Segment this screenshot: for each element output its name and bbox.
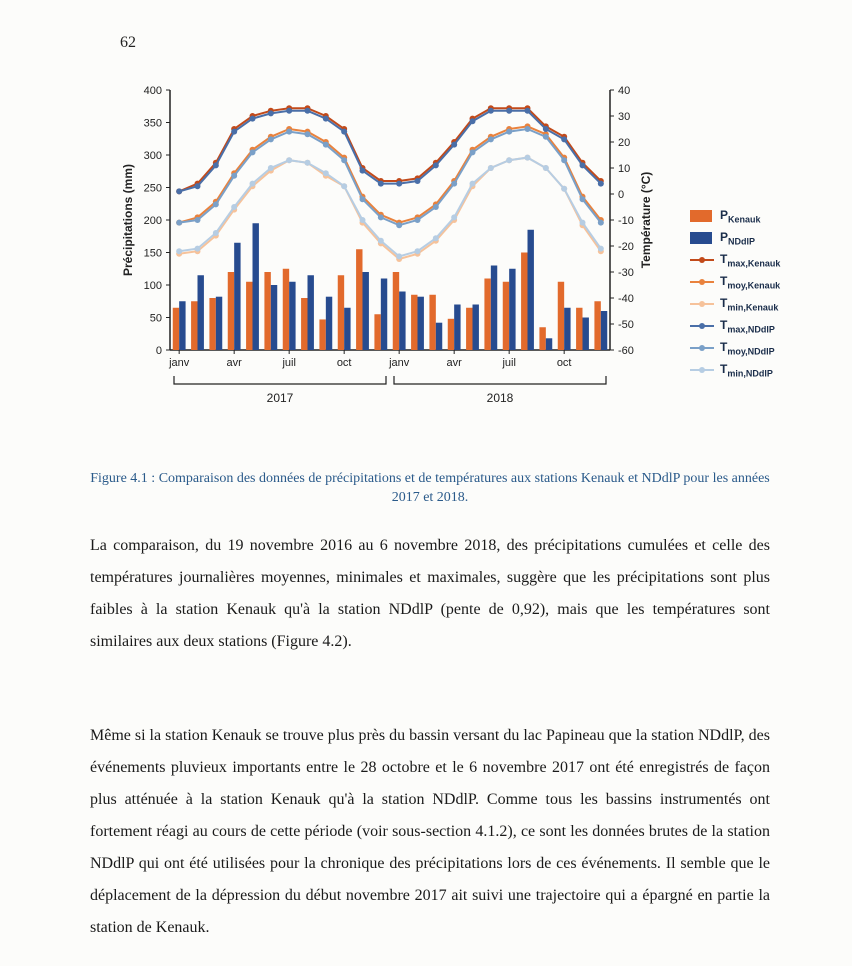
legend-item: Tmax,NDdlP <box>690 315 840 337</box>
chart-legend: PKenauk PNDdlP Tmax,Kenauk Tmoy,Kenauk Tmin,… <box>690 205 840 381</box>
legend-item: Tmax,Kenauk <box>690 249 840 271</box>
legend-label: Tmoy,NDdlP <box>720 340 775 356</box>
svg-text:0: 0 <box>618 189 624 201</box>
svg-text:-60: -60 <box>618 345 634 357</box>
legend-item: Tmoy,Kenauk <box>690 271 840 293</box>
figure-4-1: 050100150200250300350400-60-50-40-30-20-… <box>120 80 750 460</box>
legend-item: Tmin,Kenauk <box>690 293 840 315</box>
svg-text:-30: -30 <box>618 267 634 279</box>
svg-text:Température (°C): Température (°C) <box>639 172 653 269</box>
svg-text:2017: 2017 <box>267 391 294 405</box>
svg-text:400: 400 <box>144 85 162 97</box>
svg-text:janv: janv <box>168 357 190 369</box>
svg-text:0: 0 <box>156 345 162 357</box>
svg-text:oct: oct <box>337 357 352 369</box>
legend-label: Tmax,NDdlP <box>720 318 775 334</box>
figure-caption: Figure 4.1 : Comparaison des données de … <box>90 470 770 508</box>
svg-text:-50: -50 <box>618 319 634 331</box>
legend-item: PKenauk <box>690 205 840 227</box>
legend-item: Tmin,NDdlP <box>690 359 840 381</box>
svg-text:300: 300 <box>144 150 162 162</box>
legend-line-icon <box>690 259 714 261</box>
body-paragraph-1: La comparaison, du 19 novembre 2016 au 6… <box>90 530 770 658</box>
svg-text:juil: juil <box>281 357 295 369</box>
legend-line-icon <box>690 303 714 305</box>
svg-text:Précipitations (mm): Précipitations (mm) <box>121 164 135 276</box>
body-paragraph-2: Même si la station Kenauk se trouve plus… <box>90 720 770 944</box>
svg-text:avr: avr <box>447 357 463 369</box>
svg-text:250: 250 <box>144 183 162 195</box>
legend-line-icon <box>690 325 714 327</box>
legend-line-icon <box>690 369 714 371</box>
svg-text:200: 200 <box>144 215 162 227</box>
svg-text:-20: -20 <box>618 241 634 253</box>
legend-swatch-icon <box>690 210 712 222</box>
svg-text:20: 20 <box>618 137 630 149</box>
svg-text:50: 50 <box>150 313 162 325</box>
svg-text:150: 150 <box>144 248 162 260</box>
legend-item: Tmoy,NDdlP <box>690 337 840 359</box>
svg-text:-40: -40 <box>618 293 634 305</box>
svg-text:juil: juil <box>501 357 515 369</box>
legend-label: PKenauk <box>720 208 761 224</box>
legend-item: PNDdlP <box>690 227 840 249</box>
legend-label: Tmin,Kenauk <box>720 296 778 312</box>
svg-text:40: 40 <box>618 85 630 97</box>
legend-label: PNDdlP <box>720 230 755 246</box>
page-number: 62 <box>120 34 136 52</box>
svg-text:30: 30 <box>618 111 630 123</box>
legend-swatch-icon <box>690 232 712 244</box>
svg-text:2018: 2018 <box>487 391 514 405</box>
chart-plot: 050100150200250300350400-60-50-40-30-20-… <box>120 80 750 460</box>
svg-text:oct: oct <box>557 357 572 369</box>
legend-label: Tmoy,Kenauk <box>720 274 780 290</box>
svg-text:avr: avr <box>227 357 243 369</box>
legend-label: Tmin,NDdlP <box>720 362 773 378</box>
svg-text:100: 100 <box>144 280 162 292</box>
svg-text:10: 10 <box>618 163 630 175</box>
legend-line-icon <box>690 281 714 283</box>
legend-label: Tmax,Kenauk <box>720 252 780 268</box>
svg-text:janv: janv <box>388 357 410 369</box>
legend-line-icon <box>690 347 714 349</box>
svg-text:350: 350 <box>144 118 162 130</box>
svg-text:-10: -10 <box>618 215 634 227</box>
